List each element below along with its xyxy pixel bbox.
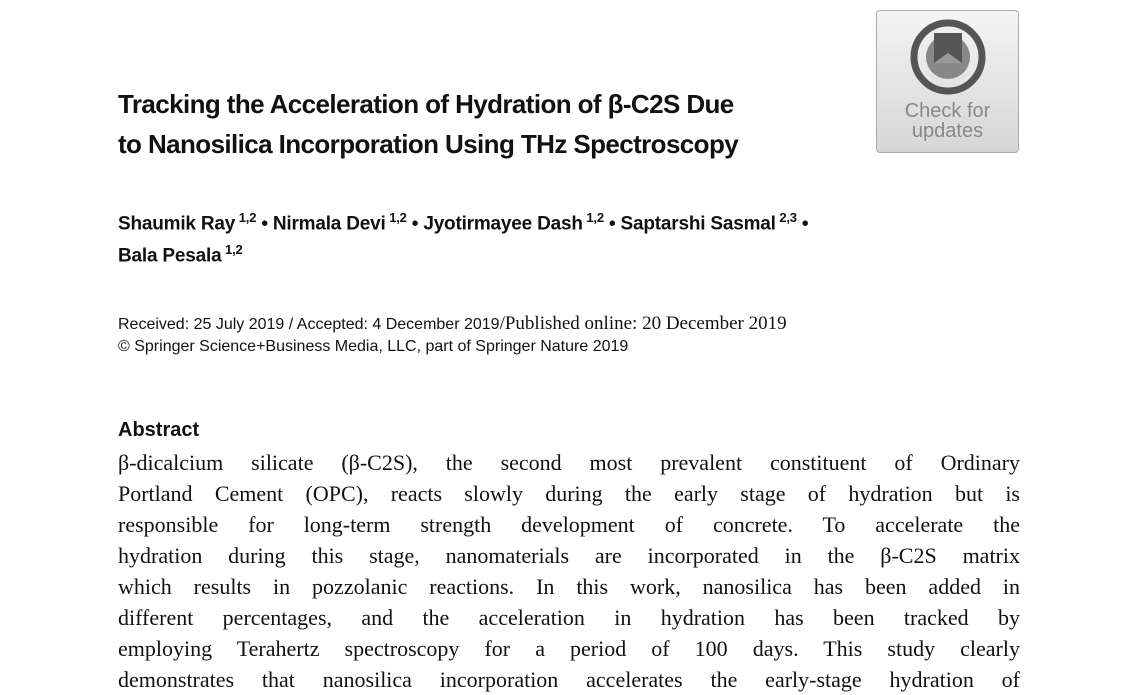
separator: • xyxy=(261,213,268,235)
author-name: Jyotirmayee Dash xyxy=(423,213,583,235)
abstract-line: which results in pozzolanic reactions. I… xyxy=(118,574,1020,599)
affiliation: 1,2 xyxy=(586,210,604,225)
author-name: Saptarshi Sasmal xyxy=(620,213,776,235)
separator: • xyxy=(411,213,419,235)
history: Received: 25 July 2019 / Accepted: 4 Dec… xyxy=(118,313,787,335)
separator: • xyxy=(608,213,616,235)
separator: • xyxy=(801,213,809,235)
affiliation: 1,2 xyxy=(225,242,243,257)
badge-text: Check for xyxy=(904,100,991,122)
check-updates-badge[interactable]: Check for updates xyxy=(876,10,1019,153)
author-name: Shaumik Ray xyxy=(118,213,236,235)
received: Received: 25 July 2019 / Accepted: 4 Dec… xyxy=(118,316,500,333)
author-name: Bala Pesala xyxy=(118,245,222,267)
published: /Published online: 20 December 2019 xyxy=(499,313,787,334)
badge-text: updates xyxy=(911,120,984,142)
affiliation: 1,2 xyxy=(238,210,257,225)
abstract-line: β-dicalcium silicate (β-C2S), the second… xyxy=(118,450,1020,475)
title-line: to Nanosilica Incorporation Using THz Sp… xyxy=(118,129,739,159)
affiliation: 2,3 xyxy=(779,210,797,225)
affiliation: 1,2 xyxy=(389,210,407,225)
author-name: Nirmala Devi xyxy=(272,213,386,235)
abstract-line: Portland Cement (OPC), reacts slowly dur… xyxy=(118,481,1020,506)
abstract-heading: Abstract xyxy=(118,419,200,441)
abstract-line: hydration during this stage, nanomateria… xyxy=(118,543,1020,568)
author-line: Bala Pesala 1,2 xyxy=(118,242,243,267)
author-line: Shaumik Ray 1,2 • Nirmala Devi 1,2 • Jyo… xyxy=(118,210,809,235)
copyright: © Springer Science+Business Media, LLC, … xyxy=(118,338,629,355)
abstract-line: responsible for long-term strength devel… xyxy=(118,512,1020,537)
title-line: Tracking the Acceleration of Hydration o… xyxy=(118,89,734,119)
abstract-line: different percentages, and the accelerat… xyxy=(118,605,1020,630)
abstract-line: employing Terahertz spectroscopy for a p… xyxy=(118,636,1020,661)
abstract-line: demonstrates that nanosilica incorporati… xyxy=(118,667,1020,692)
badge-icon xyxy=(910,19,986,95)
